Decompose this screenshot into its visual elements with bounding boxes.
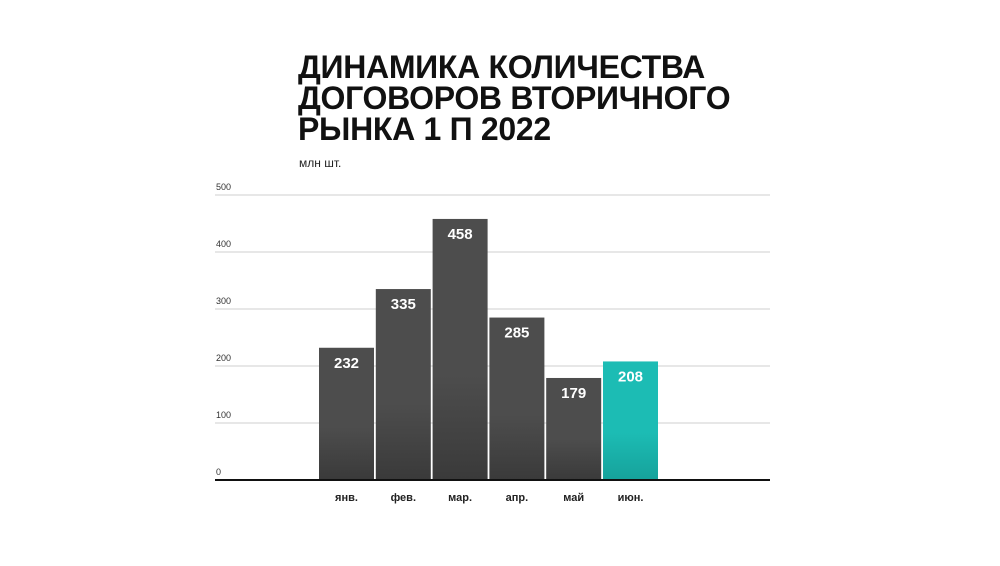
bar-value-label: 232 xyxy=(334,355,359,372)
y-tick-label: 400 xyxy=(216,239,231,249)
bar xyxy=(432,218,488,480)
bar xyxy=(546,377,602,480)
y-tick-label: 300 xyxy=(216,296,231,306)
chart-title-line: ДИНАМИКА КОЛИЧЕСТВА xyxy=(298,49,705,85)
bar xyxy=(375,289,431,480)
bar xyxy=(603,361,658,480)
bar-value-label: 208 xyxy=(618,368,643,385)
y-tick-label: 100 xyxy=(216,410,231,420)
chart-title-line: ДОГОВОРОВ ВТОРИЧНОГО xyxy=(298,80,731,116)
x-category-label: фев. xyxy=(391,492,416,504)
bar xyxy=(319,347,374,480)
chart-title: ДИНАМИКА КОЛИЧЕСТВА ДОГОВОРОВ ВТОРИЧНОГО… xyxy=(298,49,818,147)
bar-value-label: 179 xyxy=(561,385,586,402)
bar-value-label: 458 xyxy=(448,226,473,243)
bar-value-label: 285 xyxy=(504,325,529,342)
x-category-label: июн. xyxy=(618,492,644,504)
y-tick-label: 200 xyxy=(216,353,231,363)
chart-title-line: РЫНКА 1 П 2022 xyxy=(298,111,551,147)
bar-value-label: 335 xyxy=(391,296,416,313)
y-tick-label: 0 xyxy=(216,467,221,477)
y-axis-unit-label: млн шт. xyxy=(299,156,342,170)
bar xyxy=(489,317,545,480)
x-category-label: янв. xyxy=(335,492,358,504)
x-category-label: мар. xyxy=(448,492,472,504)
x-category-label: май xyxy=(563,492,584,504)
x-category-label: апр. xyxy=(506,492,529,504)
y-tick-label: 500 xyxy=(216,182,231,192)
